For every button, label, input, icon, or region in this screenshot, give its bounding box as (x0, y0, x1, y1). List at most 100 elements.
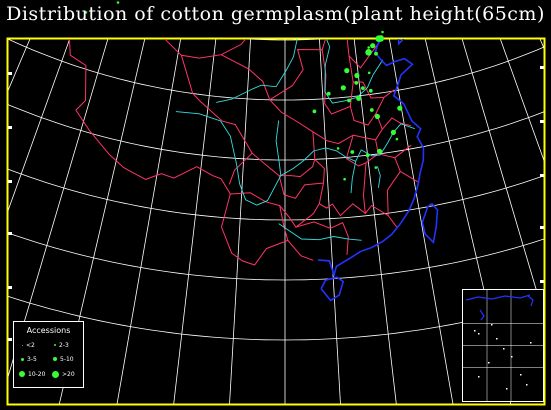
accession-point (116, 1, 120, 4)
meridian-line (8, 39, 109, 379)
legend-symbol (54, 344, 56, 346)
inset-island-dot (491, 324, 493, 326)
meridian-line (539, 39, 544, 50)
border-line (220, 54, 328, 142)
border-line (269, 39, 327, 101)
accession-point (365, 49, 372, 56)
border-line (295, 221, 349, 255)
accession-point (344, 68, 350, 74)
river-line (376, 166, 381, 188)
accession-point (84, 11, 88, 14)
accession-point (374, 113, 380, 120)
inset-island-dot (526, 384, 528, 386)
legend-item: 10-20 (19, 368, 45, 380)
accession-point (347, 98, 351, 103)
inset-island-dot (530, 342, 532, 344)
accession-point (377, 35, 385, 42)
meridian-line (319, 39, 341, 404)
tick-mark (540, 226, 544, 229)
accession-point (350, 150, 355, 154)
accession-point (356, 95, 362, 101)
border-line (345, 134, 379, 167)
inset-island-dot (496, 338, 498, 340)
accession-point (367, 46, 371, 49)
legend-symbol (19, 371, 25, 377)
tick-mark (540, 66, 544, 69)
accession-point (374, 51, 378, 56)
south-china-sea-inset (462, 289, 544, 402)
inset-island-dot (478, 333, 480, 335)
tick-mark (8, 286, 12, 289)
border-line (278, 175, 324, 199)
tick-mark (8, 232, 12, 235)
meridian-line (388, 39, 454, 404)
river-line (350, 161, 357, 194)
legend-item: <2 (22, 339, 35, 351)
inset-island-dot (488, 362, 490, 364)
accession-point (381, 30, 384, 34)
inset-island (527, 295, 534, 307)
legend-symbol (21, 357, 24, 361)
meridian-line (353, 39, 397, 404)
meridian-line (116, 39, 182, 404)
parallel-line (8, 39, 544, 101)
tick-mark (540, 280, 544, 283)
inset-island-dot (511, 356, 513, 358)
border-line (230, 192, 320, 228)
legend: Accessions <2 2-3 3-5 5-10 10-20 >20 (13, 321, 84, 388)
accession-point (397, 105, 403, 111)
river-line (275, 120, 282, 176)
legend-item: 3-5 (21, 353, 37, 365)
accession-point (365, 153, 370, 158)
border-line (68, 39, 314, 266)
accession-point (370, 43, 376, 49)
accession-point (374, 166, 378, 169)
inset-island (479, 309, 485, 321)
map-title: Distribution of cotton germplasm(plant h… (6, 3, 545, 25)
inset-coastline (465, 294, 531, 301)
border-line (375, 139, 412, 159)
legend-label: <2 (26, 341, 35, 349)
tick-mark (540, 174, 544, 177)
coastline-path (317, 39, 425, 278)
parallel-line (8, 232, 544, 281)
legend-label: 2-3 (59, 341, 69, 349)
accession-point (369, 108, 374, 112)
accession-point (354, 81, 359, 85)
legend-heading: Accessions (26, 326, 71, 335)
accession-point (377, 148, 383, 154)
parallel-line (8, 168, 544, 221)
border-line (321, 39, 354, 115)
legend-symbol (53, 357, 57, 361)
parallel-line (8, 295, 544, 341)
border-line (362, 162, 367, 214)
inset-island-dot (506, 388, 508, 390)
accession-point (367, 71, 371, 75)
legend-label: 10-20 (28, 370, 46, 378)
accession-points (84, 1, 403, 181)
border-line (386, 157, 401, 216)
accession-point (336, 147, 340, 150)
parallel-line (8, 104, 544, 161)
meridian-line (499, 39, 544, 162)
accession-point (354, 72, 360, 79)
accession-point (368, 88, 373, 93)
parallel-line (243, 39, 327, 41)
meridian-line (229, 39, 251, 404)
meridian-line (433, 0, 551, 326)
accession-point (343, 177, 346, 181)
accession-point (361, 86, 365, 90)
coastline (317, 39, 439, 302)
hainan-island (320, 276, 345, 302)
accession-point (312, 109, 317, 114)
inset-island-dot (520, 374, 522, 376)
legend-item: 5-10 (53, 353, 74, 365)
accession-point (326, 91, 331, 96)
tick-mark (8, 338, 12, 341)
border-line (400, 170, 419, 183)
meridian-line (8, 39, 71, 212)
border-line (251, 152, 316, 178)
taiwan-island (421, 202, 439, 245)
